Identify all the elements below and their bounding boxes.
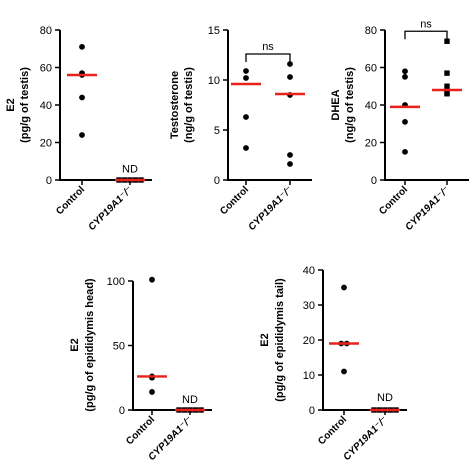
panel-5: 0 10 20 30 40 E2 (pg/g of epididymis tail) Cont… <box>259 265 407 463</box>
x-category-label: Control <box>54 184 87 217</box>
data-point <box>287 61 293 67</box>
y-tick-label: 60 <box>365 63 377 75</box>
y-axis-title: E2 <box>5 98 17 111</box>
y-tick-label: 0 <box>214 175 220 187</box>
y-tick-label: 20 <box>303 335 315 347</box>
panel-3: 0 20 40 60 80 DHEA (ng/g of testis) ControlCYP1… <box>330 18 469 233</box>
significance-label: ns <box>262 41 274 53</box>
y-tick-label: 0 <box>119 405 125 417</box>
x-category-label: Control <box>377 184 410 217</box>
y-axis-title: (pg/g of testis) <box>19 67 31 143</box>
y-tick-label: 80 <box>365 25 377 37</box>
x-category-label: Control <box>124 414 157 447</box>
x-category-label: Control <box>316 414 349 447</box>
y-axis-title: (pg/g of epididymis tail) <box>274 278 286 402</box>
y-axis-title: E2 <box>69 338 81 351</box>
x-category-label: CYP19A1⁻/⁻ <box>403 184 452 233</box>
significance-bracket <box>404 30 448 40</box>
data-point <box>79 94 85 101</box>
data-point <box>444 91 450 97</box>
data-point <box>444 70 450 76</box>
y-tick-label: 40 <box>365 100 377 112</box>
x-category-label: CYP19A1⁻/⁻ <box>246 184 295 233</box>
nd-annotation: ND <box>182 394 198 406</box>
data-point <box>243 75 249 81</box>
y-tick-label: 15 <box>208 25 220 37</box>
y-tick-label: 0 <box>46 175 52 187</box>
y-axis-title: (ng/g of testis) <box>183 67 195 143</box>
y-axis-title: DHEA <box>330 89 342 120</box>
data-point <box>243 68 249 74</box>
y-tick-label: 10 <box>208 75 220 87</box>
data-point <box>149 389 155 395</box>
data-point <box>243 114 249 120</box>
nd-annotation: ND <box>377 392 393 404</box>
data-point <box>79 43 85 50</box>
panel-1: 0 20 40 60 80 E2 (pg/g of testis) Control CYP19A… <box>5 25 152 233</box>
y-tick-label: 5 <box>214 125 220 137</box>
y-tick-label: 50 <box>113 341 125 353</box>
y-tick-label: 30 <box>303 300 315 312</box>
y-tick-label: 60 <box>40 63 52 75</box>
data-point <box>287 152 293 158</box>
y-axis-title: (pg/g of epididymis head) <box>84 278 96 412</box>
y-tick-label: 0 <box>309 405 315 417</box>
data-point <box>444 38 450 44</box>
y-tick-label: 10 <box>303 370 315 382</box>
x-category-label: CYP19A1⁻/⁻ <box>341 414 390 463</box>
data-point <box>444 83 450 89</box>
y-tick-label: 80 <box>40 25 52 37</box>
y-tick-label: 40 <box>40 100 52 112</box>
y-tick-label: 20 <box>365 138 377 150</box>
x-category-label: Control <box>218 184 251 217</box>
nd-annotation: ND <box>122 163 138 175</box>
data-point <box>341 368 347 375</box>
y-axis-title: Testosterone <box>169 71 181 139</box>
data-point <box>243 145 249 151</box>
y-tick-label: 0 <box>371 175 377 187</box>
data-point <box>402 68 408 75</box>
data-point <box>149 276 155 283</box>
data-point <box>402 148 408 155</box>
y-tick-label: 40 <box>303 265 315 277</box>
data-point <box>287 161 293 167</box>
significance-bracket <box>245 53 291 62</box>
significance-label: ns <box>420 18 432 30</box>
panel-4: 0 50 100 E2 (pg/g of epididymis head) Control… <box>69 276 212 463</box>
y-tick-label: 100 <box>107 276 125 288</box>
data-point <box>287 74 293 80</box>
data-point <box>402 73 408 80</box>
y-axis-title: (ng/g of testis) <box>344 67 356 143</box>
data-point <box>79 132 85 138</box>
data-point <box>402 118 408 125</box>
y-tick-label: 20 <box>40 138 52 150</box>
data-point <box>341 284 347 291</box>
x-category-label: CYP19A1⁻/⁻ <box>86 184 135 233</box>
y-axis-title: E2 <box>259 333 271 346</box>
panel-2: 0 5 10 15 Testosterone (ng/g of testis) Contro… <box>169 25 312 233</box>
